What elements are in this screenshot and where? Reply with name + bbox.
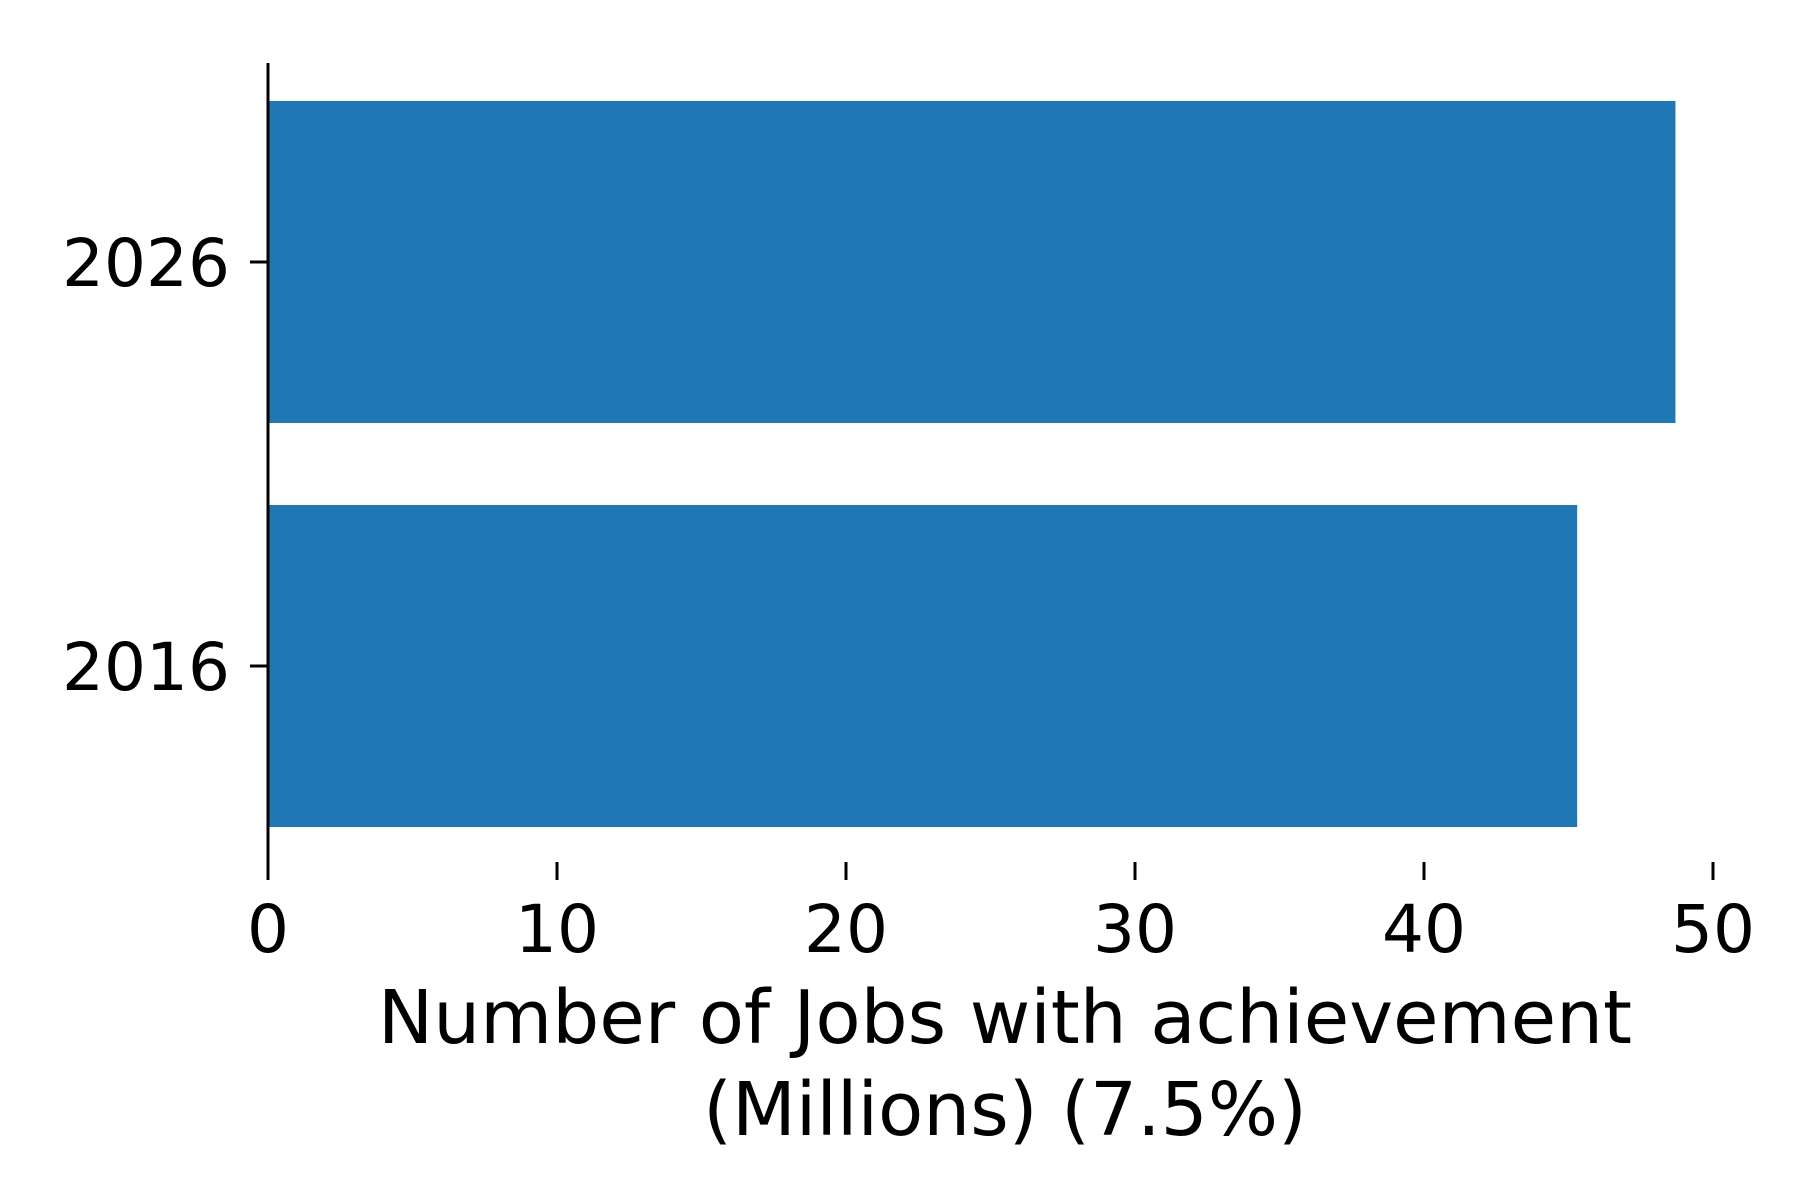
y-tick-label-2026: 2026 <box>62 225 230 302</box>
x-axis-label-line1: Number of Jobs with achievement <box>378 975 1632 1061</box>
bar-2026 <box>268 101 1676 423</box>
x-axis: 0 10 20 30 40 50 <box>247 862 1755 968</box>
y-axis: 2016 2026 <box>62 63 270 880</box>
bar-2016 <box>268 505 1578 827</box>
x-tick-label-10: 10 <box>515 891 599 968</box>
x-tick-label-50: 50 <box>1671 891 1755 968</box>
x-tick-label-30: 30 <box>1093 891 1177 968</box>
y-tick-label-2016: 2016 <box>62 629 230 706</box>
x-axis-label-line2: (Millions) (7.5%) <box>703 1067 1307 1153</box>
x-tick-label-40: 40 <box>1382 891 1466 968</box>
x-tick-label-20: 20 <box>804 891 888 968</box>
bars-group <box>268 101 1676 827</box>
x-tick-label-0: 0 <box>247 891 289 968</box>
